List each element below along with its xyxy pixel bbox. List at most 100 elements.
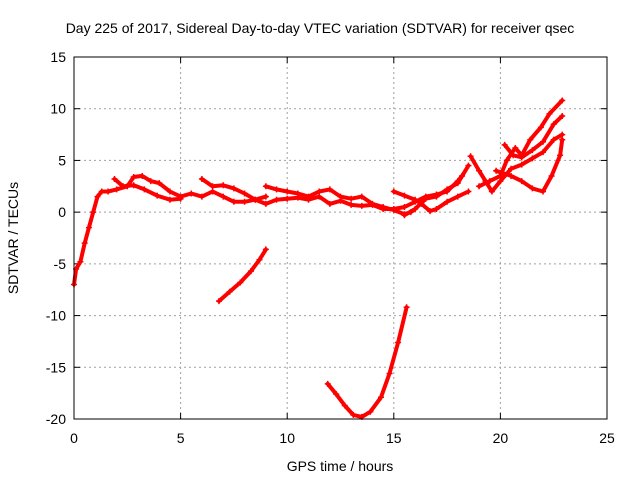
- data-point: [220, 193, 227, 200]
- x-tick-label: 5: [177, 430, 185, 446]
- data-point: [341, 402, 348, 409]
- data-point: [284, 188, 291, 195]
- data-point: [390, 188, 397, 195]
- x-tick-label: 20: [493, 430, 509, 446]
- data-point: [305, 193, 312, 200]
- data-point: [284, 195, 291, 202]
- series-line-short-segment: [217, 247, 268, 304]
- series-main-trace: [71, 172, 466, 288]
- data-point: [488, 188, 495, 195]
- data-series: [71, 97, 566, 420]
- data-point: [427, 208, 434, 215]
- data-point: [454, 193, 461, 200]
- data-point: [508, 172, 515, 179]
- y-tick-label: -15: [46, 359, 66, 375]
- series-late-trace-d: [501, 112, 566, 161]
- y-tick-label: -5: [54, 256, 67, 272]
- series-mid-trace-upper: [401, 162, 472, 219]
- data-point: [401, 192, 408, 199]
- data-point: [454, 180, 461, 187]
- data-point: [130, 182, 137, 189]
- data-point: [510, 152, 517, 159]
- data-point: [141, 186, 148, 193]
- data-point: [198, 193, 205, 200]
- x-tick-label: 25: [599, 430, 615, 446]
- series-late-trace-c: [493, 136, 566, 195]
- data-point: [367, 408, 374, 415]
- data-point: [198, 176, 205, 183]
- data-point: [497, 178, 504, 185]
- data-point: [273, 196, 280, 203]
- data-point: [412, 206, 419, 213]
- y-tick-label: 0: [58, 204, 66, 220]
- series-upper-trace-a: [111, 176, 184, 203]
- data-point: [386, 370, 393, 377]
- data-point: [262, 200, 269, 207]
- data-point: [262, 183, 269, 190]
- data-point: [262, 246, 269, 253]
- y-axis-label: SDTVAR / TECUs: [5, 182, 21, 294]
- data-point: [537, 124, 544, 131]
- data-point: [550, 121, 557, 128]
- data-point: [316, 188, 323, 195]
- data-point: [422, 195, 429, 202]
- data-point: [444, 186, 451, 193]
- data-point: [390, 207, 397, 214]
- data-point: [501, 141, 508, 148]
- data-point: [465, 162, 472, 169]
- data-point: [256, 256, 263, 263]
- data-point: [540, 138, 547, 145]
- data-point: [401, 212, 408, 219]
- y-tick-label: 5: [58, 152, 66, 168]
- data-point: [550, 136, 557, 143]
- y-tick-label: -10: [46, 308, 66, 324]
- data-point: [559, 131, 566, 138]
- data-point: [358, 193, 365, 200]
- plot-frame: [73, 56, 608, 420]
- data-point: [548, 172, 555, 179]
- data-point: [540, 188, 547, 195]
- data-point: [209, 183, 216, 190]
- data-point: [230, 198, 237, 205]
- y-tick-label: -20: [46, 411, 66, 427]
- data-point: [369, 200, 376, 207]
- axis-ticks: [73, 56, 608, 420]
- data-point: [139, 172, 146, 179]
- data-point: [105, 188, 112, 195]
- y-tick-label: 10: [50, 101, 66, 117]
- data-point: [326, 186, 333, 193]
- data-point: [559, 136, 566, 143]
- data-point: [476, 167, 483, 174]
- data-point: [557, 152, 564, 159]
- series-line-late-trace-c: [494, 137, 565, 194]
- data-point: [226, 288, 233, 295]
- series-line-dip-segment: [325, 305, 409, 419]
- data-point: [188, 190, 195, 197]
- data-point: [324, 380, 331, 387]
- data-point: [529, 155, 536, 162]
- data-point: [241, 198, 248, 205]
- data-point: [241, 190, 248, 197]
- data-point: [81, 240, 88, 247]
- data-point: [378, 394, 385, 401]
- y-tick-label: 15: [50, 49, 66, 65]
- data-point: [433, 206, 440, 213]
- data-point: [252, 196, 259, 203]
- data-point: [337, 193, 344, 200]
- data-point: [237, 279, 244, 286]
- data-point: [559, 97, 566, 104]
- data-point: [486, 178, 493, 185]
- data-point: [247, 268, 254, 275]
- data-point: [316, 193, 323, 200]
- data-point: [166, 188, 173, 195]
- series-line-main-trace: [72, 173, 464, 287]
- data-point: [294, 190, 301, 197]
- data-point: [262, 193, 269, 200]
- data-point: [85, 224, 92, 231]
- data-point: [444, 198, 451, 205]
- data-point: [166, 196, 173, 203]
- data-point: [503, 157, 510, 164]
- chart-title: Day 225 of 2017, Sidereal Day-to-day VTE…: [66, 20, 575, 36]
- data-point: [508, 165, 515, 172]
